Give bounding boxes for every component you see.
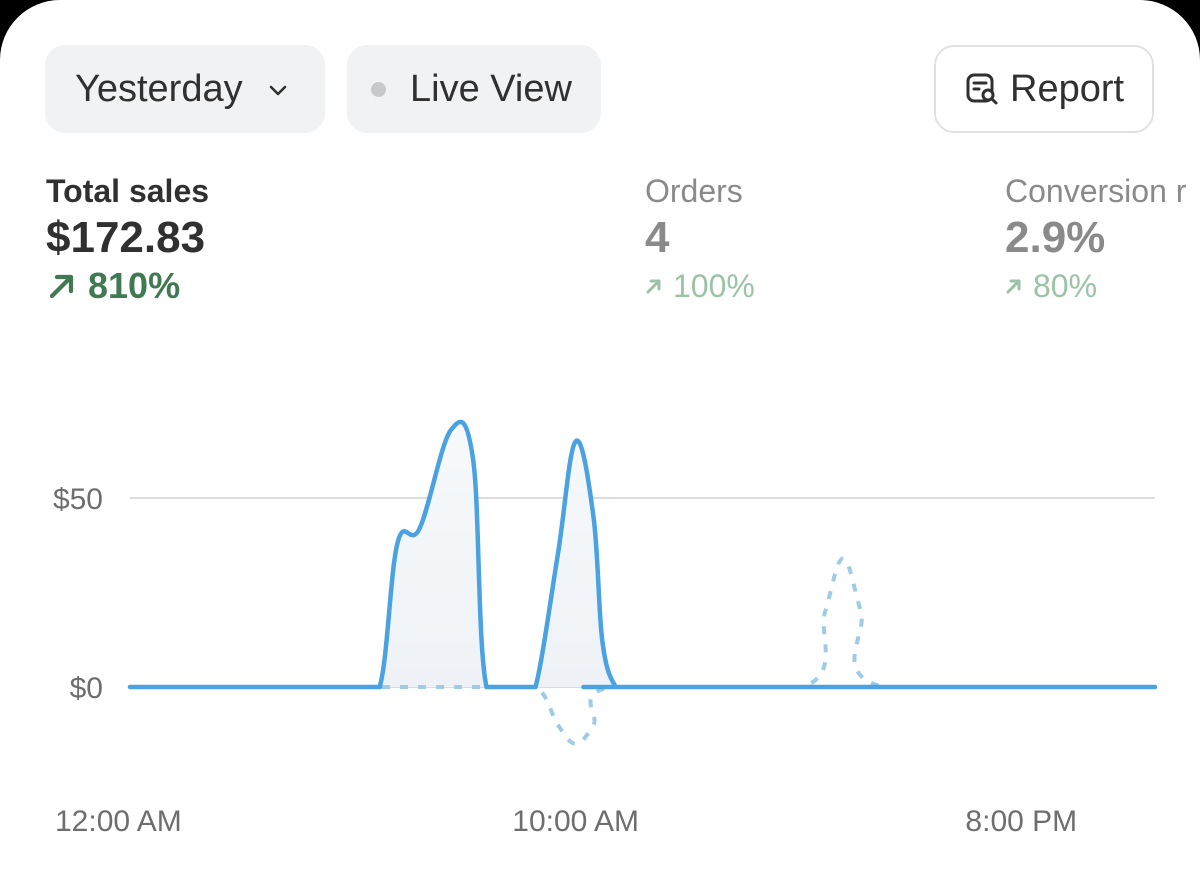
live-view-label: Live View — [410, 67, 572, 110]
x-tick-label: 10:00 AM — [512, 805, 639, 838]
date-range-label: Yesterday — [75, 67, 243, 110]
metric-change-value: 80% — [1033, 268, 1098, 304]
metric-change-value: 810% — [88, 265, 181, 306]
metric-total-sales[interactable]: Total sales $172.83 810% — [46, 172, 209, 308]
metric-change: 100% — [645, 264, 755, 308]
x-tick-label: 8:00 PM — [965, 805, 1077, 838]
metric-change: 810% — [46, 264, 209, 308]
x-tick-label: 12:00 AM — [55, 805, 182, 838]
chevron-down-icon — [269, 85, 287, 96]
sales-area-fill — [130, 421, 1155, 687]
comparison-series-line — [130, 556, 1155, 746]
report-button[interactable]: Report — [934, 45, 1154, 133]
metric-label: Conversion r — [1005, 173, 1187, 209]
sales-series-line — [127, 419, 1158, 690]
metric-value: 4 — [645, 213, 670, 262]
metric-orders[interactable]: Orders 4 100% — [645, 172, 755, 308]
metric-conversion-rate[interactable]: Conversion r 2.9% 80% — [1005, 172, 1186, 308]
arrow-up-right-icon — [1006, 279, 1021, 294]
metric-change-value: 100% — [673, 268, 755, 304]
metric-change: 80% — [1005, 264, 1186, 308]
date-range-dropdown[interactable]: Yesterday — [45, 45, 325, 133]
metric-value: 2.9% — [1005, 213, 1106, 262]
report-label: Report — [1010, 67, 1125, 110]
live-view-button[interactable]: Live View — [347, 45, 601, 133]
arrow-up-right-icon — [646, 279, 661, 294]
y-tick-label: $0 — [70, 672, 103, 705]
report-search-icon — [966, 73, 998, 105]
arrow-up-right-icon — [49, 274, 74, 299]
live-status-dot — [371, 81, 386, 97]
metric-label: Total sales — [46, 173, 210, 209]
y-tick-label: $50 — [53, 483, 103, 516]
metric-label: Orders — [645, 173, 743, 209]
metric-value: $172.83 — [46, 213, 206, 262]
